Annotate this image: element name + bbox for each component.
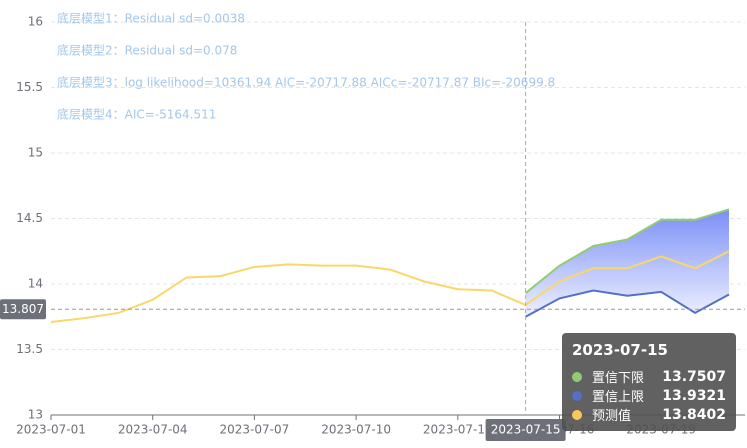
y-tick-label: 14.5 bbox=[16, 211, 43, 225]
x-tick-label: 2023-07-04 bbox=[118, 423, 188, 437]
tooltip-row: 预测值 13.8402 bbox=[572, 405, 726, 424]
y-tick-label: 14 bbox=[28, 277, 43, 291]
x-tick-label: 2023-07-13 bbox=[423, 423, 493, 437]
tooltip-row: 置信上限 13.9321 bbox=[572, 386, 726, 405]
annotation: 底层模型1：Residual sd=0.0038 bbox=[57, 11, 245, 26]
tooltip-marker bbox=[572, 371, 582, 382]
x-tick-label: 2023-07-10 bbox=[321, 423, 391, 437]
y-tick-label: 13 bbox=[28, 408, 43, 422]
y-tick-label: 16 bbox=[28, 15, 43, 29]
x-tick-label: 2023-07-01 bbox=[16, 423, 86, 437]
tooltip-name: 置信上限 bbox=[592, 390, 645, 405]
tooltip-name: 置信下限 bbox=[592, 371, 645, 386]
pointer-x-label: 2023-07-15 bbox=[491, 423, 561, 437]
series-line bbox=[525, 289, 730, 318]
y-tick-label: 15 bbox=[28, 146, 43, 160]
tooltip-value: 13.8402 bbox=[662, 406, 726, 423]
y-tick-label: 15.5 bbox=[16, 80, 43, 94]
pointer-y-label: 13.807 bbox=[2, 302, 44, 316]
tooltip-row: 置信下限 13.7507 bbox=[572, 367, 726, 386]
confidence-band bbox=[525, 209, 729, 317]
annotation: 底层模型4：AIC=-5164.511 bbox=[57, 107, 216, 122]
tooltip-value: 13.7507 bbox=[662, 368, 726, 385]
tooltip-marker bbox=[572, 390, 582, 401]
tooltip-value: 13.9321 bbox=[662, 387, 726, 404]
tooltip-title: 2023-07-15 bbox=[572, 341, 668, 359]
pointer-x-bg bbox=[485, 419, 566, 441]
annotation: 底层模型2：Residual sd=0.078 bbox=[57, 43, 237, 58]
x-tick-label: 2023-07-07 bbox=[220, 423, 290, 437]
series-line bbox=[524, 208, 730, 294]
series-line bbox=[50, 250, 730, 323]
y-tick-label: 13.5 bbox=[16, 342, 43, 356]
pointer-y-bg bbox=[0, 299, 46, 320]
tooltip-name: 预测值 bbox=[592, 409, 632, 424]
tooltip: 2023-07-15 置信下限 13.7507 置信上限 13.9321 预测值 13.8… bbox=[562, 333, 736, 431]
annotation: 底层模型3：log likelihood=10361.94 AIC=-20717… bbox=[57, 75, 555, 90]
tooltip-marker bbox=[572, 409, 582, 420]
